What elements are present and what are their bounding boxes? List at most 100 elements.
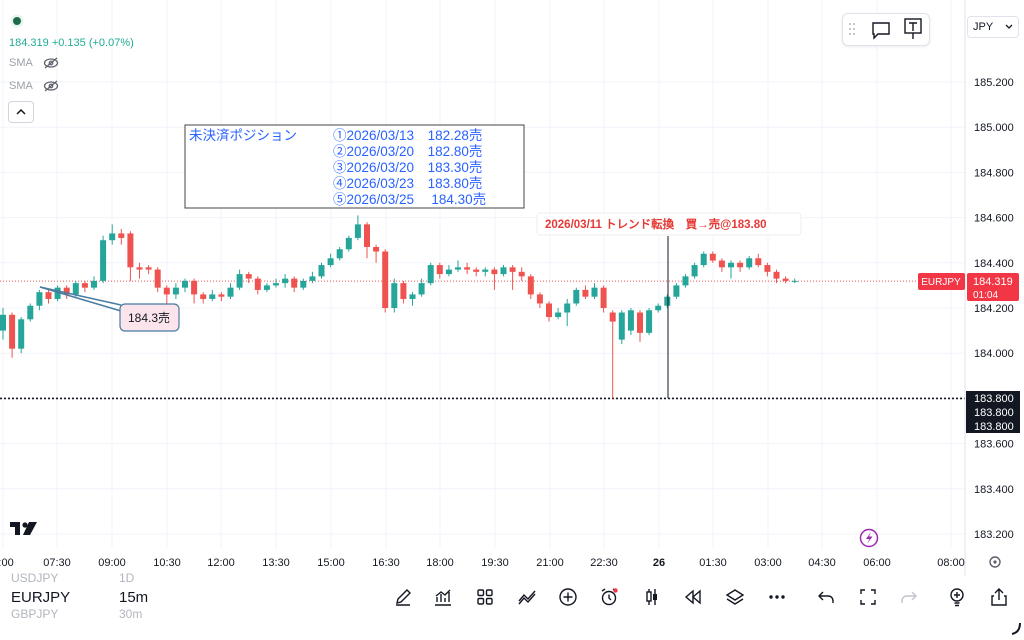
symbol-current[interactable]: EURJPY (11, 589, 70, 606)
candle (282, 274, 289, 288)
undo-icon[interactable] (815, 586, 837, 608)
eye-off-icon[interactable] (43, 57, 59, 69)
chart-grid (0, 0, 965, 548)
text-tool-icon[interactable] (903, 17, 923, 41)
candle (773, 269, 780, 284)
price-tag-countdown: 01:04 (973, 290, 998, 301)
market-status-dot[interactable] (10, 14, 24, 31)
sell-callout[interactable]: 184.3売 (39, 286, 180, 332)
indicators-icon[interactable] (432, 586, 454, 608)
candle (737, 260, 744, 272)
eye-off-icon[interactable] (43, 80, 59, 92)
more-icon[interactable] (766, 586, 788, 608)
pencil-icon[interactable] (392, 586, 414, 608)
candle (755, 253, 762, 268)
indicator-sma-1[interactable]: SMA (9, 57, 59, 69)
open-positions-box[interactable]: 未決済ポジション ①2026/03/13 182.28売②2026/03/20 … (184, 124, 525, 209)
price-tick-label: 184.400 (974, 258, 1014, 270)
candle (318, 262, 325, 279)
symbol-next-name: GBPJPY (11, 607, 59, 621)
indicator-sma-2[interactable]: SMA (9, 80, 59, 92)
candle (782, 276, 789, 284)
fullscreen-icon[interactable] (857, 586, 879, 608)
candle (564, 298, 571, 327)
redo-icon[interactable] (898, 586, 920, 608)
compare-icon[interactable] (516, 586, 538, 608)
drag-handle-icon[interactable] (848, 22, 856, 36)
candle (245, 271, 252, 284)
resize-handle-icon[interactable] (1010, 622, 1022, 636)
candle (127, 231, 134, 281)
price-chart[interactable]: 185.200 185.000 184.800 184.600 184.400 184.2… (0, 0, 1024, 576)
candle (646, 308, 653, 336)
symbol-prev[interactable]: USDJPY (11, 571, 58, 585)
candle (791, 278, 798, 284)
position-entry: ③2026/03/20 183.30売 (333, 160, 482, 175)
share-icon[interactable] (988, 586, 1010, 608)
candle (591, 283, 598, 299)
time-tick-label: 26 (653, 557, 665, 569)
alert-icon[interactable] (598, 586, 620, 608)
candle (627, 308, 634, 336)
time-tick-label: 07:30 (43, 557, 71, 569)
candle (9, 312, 16, 358)
candle (118, 228, 125, 245)
candle (54, 285, 61, 302)
current-price-tag: EURJPY 184.319 01:04 (918, 273, 1019, 301)
candle (600, 285, 607, 313)
trend-change-callout[interactable]: 2026/03/11 トレンド転換 買→売@183.80 (536, 212, 802, 236)
currency-select[interactable]: JPY (967, 16, 1019, 38)
indicator-label: SMA (9, 57, 33, 69)
tradingview-logo[interactable] (10, 522, 37, 535)
layers-icon[interactable] (724, 586, 746, 608)
axis-settings-icon[interactable] (989, 556, 1001, 568)
candle (227, 283, 234, 299)
candle (72, 280, 79, 297)
candle (518, 267, 525, 281)
candle (673, 283, 680, 299)
lightning-icon[interactable] (859, 528, 879, 548)
templates-icon[interactable] (474, 586, 496, 608)
symbol-current-interval[interactable]: 15m (119, 589, 149, 606)
position-entry: ⑤2026/03/25 184.30売 (333, 192, 486, 207)
time-axis[interactable]: 6:00 07:30 09:00 10:30 12:00 13:30 15:00 16:30 1… (0, 557, 965, 569)
time-tick-label: 6:00 (0, 557, 14, 569)
line-tag-value: 183.800 (974, 407, 1014, 419)
candle (191, 278, 198, 304)
replay-icon[interactable] (682, 586, 704, 608)
collapse-legend-button[interactable] (8, 101, 34, 123)
symbol-next[interactable]: GBPJPY (11, 607, 58, 621)
line-tag-value: 183.800 (974, 393, 1014, 405)
candle (27, 303, 34, 322)
open-positions-title: 未決済ポジション (189, 128, 297, 143)
candle (582, 285, 589, 299)
time-tick-label: 16:30 (372, 557, 400, 569)
candle (527, 274, 534, 299)
time-tick-label: 09:00 (98, 557, 126, 569)
candle (728, 260, 734, 279)
candlestick-series[interactable] (0, 215, 798, 399)
price-tick-label: 183.200 (974, 529, 1014, 541)
candle (154, 267, 161, 293)
candle (436, 262, 443, 279)
price-tick-label: 184.800 (974, 167, 1014, 179)
time-tick-label: 12:00 (207, 557, 235, 569)
add-icon[interactable] (557, 586, 579, 608)
symbol-prev-interval: 1D (119, 571, 135, 585)
candle-type-icon[interactable] (641, 586, 663, 608)
time-tick-label: 21:00 (536, 557, 564, 569)
candle (373, 244, 380, 263)
candle (464, 262, 471, 275)
chevron-up-icon (16, 108, 26, 115)
candle (482, 267, 489, 277)
candle (309, 271, 316, 284)
candle (254, 276, 261, 295)
candle (473, 267, 480, 277)
idea-icon[interactable] (946, 586, 968, 608)
candle (427, 262, 434, 286)
candle (100, 235, 107, 284)
candle (81, 280, 88, 293)
comment-icon[interactable] (871, 20, 891, 40)
candle (364, 222, 370, 259)
candle (163, 285, 170, 304)
